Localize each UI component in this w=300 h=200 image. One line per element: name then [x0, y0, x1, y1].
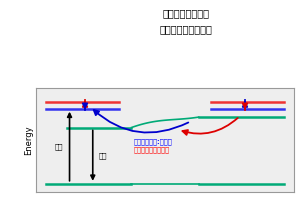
- Text: 蛍光: 蛍光: [99, 152, 107, 159]
- Text: 低い円錐交差：消光: 低い円錐交差：消光: [134, 146, 170, 153]
- Text: 発光量子収率の制御: 発光量子収率の制御: [160, 24, 212, 34]
- Text: 高い円錐交差:強発光: 高い円錐交差:強発光: [134, 138, 173, 145]
- Y-axis label: Energy: Energy: [24, 125, 33, 155]
- Text: 吸収: 吸収: [55, 143, 64, 150]
- Text: 橋架け構造による: 橋架け構造による: [163, 8, 209, 18]
